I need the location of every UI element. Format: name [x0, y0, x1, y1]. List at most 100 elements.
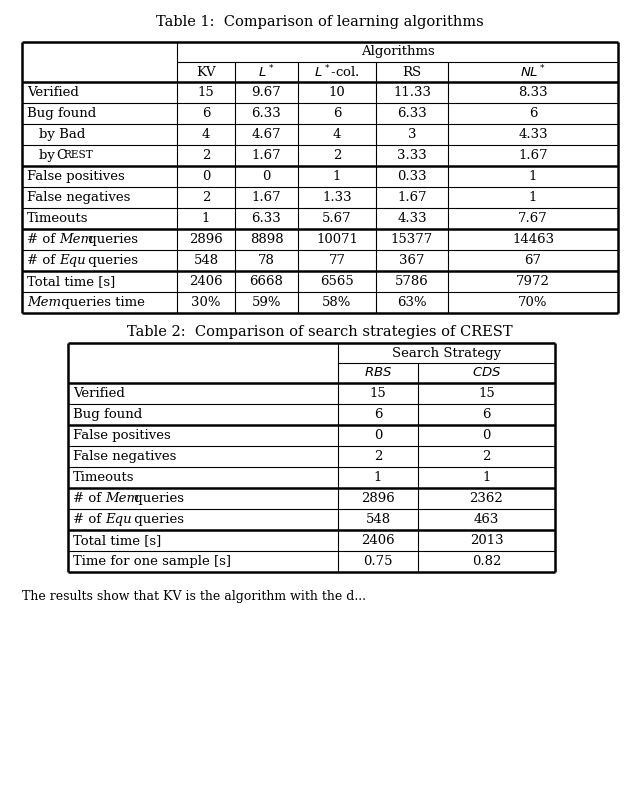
Text: 6.33: 6.33	[252, 107, 282, 120]
Text: 5.67: 5.67	[322, 212, 352, 225]
Text: 4.33: 4.33	[397, 212, 427, 225]
Text: 2406: 2406	[189, 275, 223, 288]
Text: 463: 463	[474, 513, 499, 526]
Text: 6565: 6565	[320, 275, 354, 288]
Text: Equ: Equ	[105, 513, 132, 526]
Text: Mem: Mem	[27, 296, 61, 309]
Text: $NL^*$: $NL^*$	[520, 64, 546, 81]
Text: 0: 0	[262, 170, 271, 183]
Text: 8898: 8898	[250, 233, 284, 246]
Text: # of: # of	[27, 254, 60, 267]
Text: Algorithms: Algorithms	[360, 45, 435, 58]
Text: 1.67: 1.67	[252, 149, 282, 162]
Text: 67: 67	[525, 254, 541, 267]
Text: Time for one sample [s]: Time for one sample [s]	[73, 555, 231, 568]
Text: Verified: Verified	[27, 86, 79, 99]
Text: 6668: 6668	[250, 275, 284, 288]
Text: 0: 0	[374, 429, 382, 442]
Text: 6: 6	[333, 107, 341, 120]
Text: $RBS$: $RBS$	[364, 366, 392, 380]
Text: Mem: Mem	[105, 492, 139, 505]
Text: $CDS$: $CDS$	[472, 366, 501, 380]
Text: by Bad: by Bad	[39, 128, 85, 141]
Text: 59%: 59%	[252, 296, 281, 309]
Text: queries: queries	[130, 492, 184, 505]
Text: 30%: 30%	[191, 296, 221, 309]
Text: queries time: queries time	[57, 296, 145, 309]
Text: 6.33: 6.33	[397, 107, 427, 120]
Text: 15: 15	[370, 387, 387, 400]
Text: 1.67: 1.67	[397, 191, 427, 204]
Text: 2406: 2406	[361, 534, 395, 547]
Text: 1.67: 1.67	[252, 191, 282, 204]
Text: 2362: 2362	[470, 492, 504, 505]
Text: Mem: Mem	[59, 233, 93, 246]
Text: KV: KV	[196, 65, 216, 78]
Text: Table 2:  Comparison of search strategies of CREST: Table 2: Comparison of search strategies…	[127, 325, 513, 339]
Text: 15: 15	[478, 387, 495, 400]
Text: 9.67: 9.67	[252, 86, 282, 99]
Text: 3: 3	[408, 128, 416, 141]
Text: 4.67: 4.67	[252, 128, 282, 141]
Text: 7972: 7972	[516, 275, 550, 288]
Text: 14463: 14463	[512, 233, 554, 246]
Text: 0.75: 0.75	[364, 555, 393, 568]
Text: 8.33: 8.33	[518, 86, 548, 99]
Text: Total time [s]: Total time [s]	[27, 275, 115, 288]
Text: 2: 2	[202, 149, 210, 162]
Text: Search Strategy: Search Strategy	[392, 346, 501, 360]
Text: $L^*$: $L^*$	[259, 64, 275, 81]
Text: 2896: 2896	[189, 233, 223, 246]
Text: Table 1:  Comparison of learning algorithms: Table 1: Comparison of learning algorith…	[156, 15, 484, 29]
Text: 548: 548	[193, 254, 219, 267]
Text: 2: 2	[374, 450, 382, 463]
Text: 6: 6	[202, 107, 211, 120]
Text: 1: 1	[333, 170, 341, 183]
Text: 2896: 2896	[361, 492, 395, 505]
Text: # of: # of	[27, 233, 60, 246]
Text: # of: # of	[73, 513, 106, 526]
Text: Total time [s]: Total time [s]	[73, 534, 161, 547]
Text: 0: 0	[202, 170, 210, 183]
Text: 63%: 63%	[397, 296, 427, 309]
Text: 5786: 5786	[395, 275, 429, 288]
Text: 58%: 58%	[323, 296, 352, 309]
Text: REST: REST	[63, 151, 93, 160]
Text: False positives: False positives	[73, 429, 171, 442]
Text: 0: 0	[483, 429, 491, 442]
Text: 0.33: 0.33	[397, 170, 427, 183]
Text: Equ: Equ	[59, 254, 86, 267]
Text: C: C	[56, 149, 66, 162]
Text: Verified: Verified	[73, 387, 125, 400]
Text: 1.33: 1.33	[322, 191, 352, 204]
Text: by: by	[39, 149, 59, 162]
Text: 6.33: 6.33	[252, 212, 282, 225]
Text: 7.67: 7.67	[518, 212, 548, 225]
Text: 2: 2	[483, 450, 491, 463]
Text: 4: 4	[202, 128, 210, 141]
Text: 2: 2	[202, 191, 210, 204]
Text: Bug found: Bug found	[73, 408, 142, 421]
Text: 1: 1	[202, 212, 210, 225]
Text: 548: 548	[365, 513, 390, 526]
Text: 6: 6	[529, 107, 537, 120]
Text: 1: 1	[483, 471, 491, 484]
Text: 0.82: 0.82	[472, 555, 501, 568]
Text: Bug found: Bug found	[27, 107, 96, 120]
Text: 4: 4	[333, 128, 341, 141]
Text: 70%: 70%	[518, 296, 548, 309]
Text: queries: queries	[84, 254, 138, 267]
Text: The results show that KV is the algorithm with the d...: The results show that KV is the algorith…	[22, 590, 366, 603]
Text: 15: 15	[198, 86, 214, 99]
Text: 3.33: 3.33	[397, 149, 427, 162]
Text: RS: RS	[403, 65, 422, 78]
Text: False positives: False positives	[27, 170, 125, 183]
Text: 10: 10	[328, 86, 346, 99]
Text: 1.67: 1.67	[518, 149, 548, 162]
Text: queries: queries	[84, 233, 138, 246]
Text: queries: queries	[130, 513, 184, 526]
Text: 15377: 15377	[391, 233, 433, 246]
Text: 11.33: 11.33	[393, 86, 431, 99]
Text: 2: 2	[333, 149, 341, 162]
Text: 1: 1	[529, 170, 537, 183]
